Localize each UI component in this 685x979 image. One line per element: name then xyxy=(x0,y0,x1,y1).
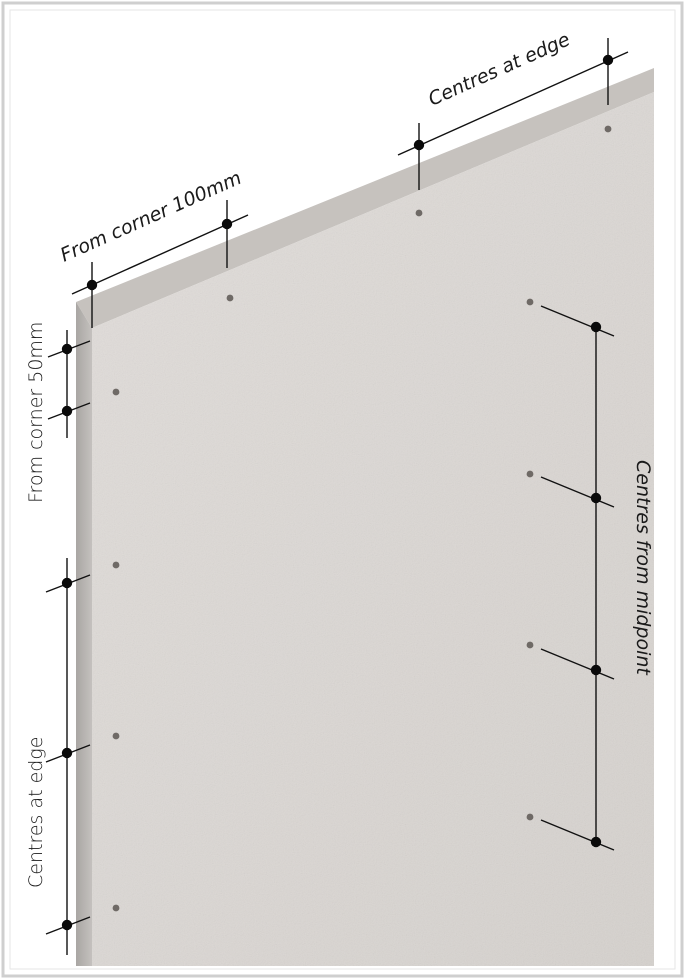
board-top-edge xyxy=(76,68,654,328)
fixing-hole xyxy=(112,732,120,740)
plasterboard xyxy=(76,68,654,966)
fixing-hole xyxy=(226,294,234,302)
fixing-hole xyxy=(526,470,534,478)
fixing-hole xyxy=(526,298,534,306)
fixing-hole xyxy=(415,209,423,217)
label-from-corner-50mm: From corner 50mm xyxy=(25,322,47,503)
board-left-edge xyxy=(76,302,92,966)
fixing-hole xyxy=(604,125,612,133)
dimension-centres-from-midpoint: Centres from midpoint xyxy=(540,305,654,851)
fixing-hole xyxy=(112,904,120,912)
label-left-centres-at-edge: Centres at edge xyxy=(25,737,47,888)
dimension-from-corner-50mm: From corner 50mm xyxy=(25,322,91,503)
fixing-hole xyxy=(526,813,534,821)
board-face xyxy=(92,92,654,966)
fixing-hole xyxy=(112,388,120,396)
fixing-hole xyxy=(112,561,120,569)
dimension-left-centres-at-edge: Centres at edge xyxy=(25,558,91,955)
fixing-hole xyxy=(526,641,534,649)
fixing-holes xyxy=(112,125,612,912)
label-centres-from-midpoint: Centres from midpoint xyxy=(632,460,654,676)
